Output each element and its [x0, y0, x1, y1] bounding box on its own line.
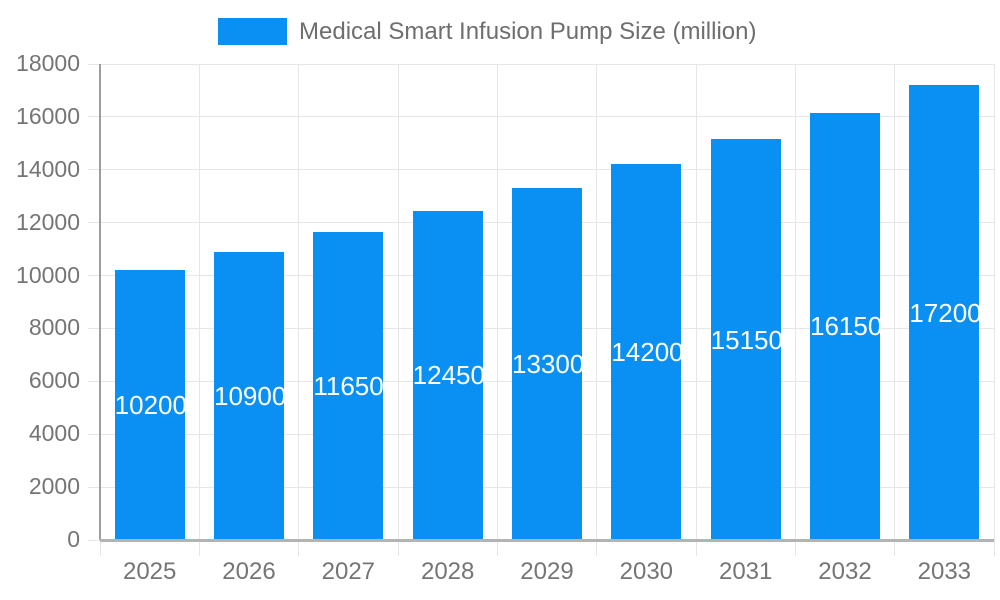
y-tick-label: 2000 — [28, 473, 80, 500]
bar: 14200 — [611, 164, 684, 540]
bar-value-label: 15150 — [710, 324, 783, 355]
x-tick-label: 2031 — [718, 558, 773, 585]
y-tick-label: 18000 — [16, 50, 80, 76]
y-axis-line — [99, 64, 101, 540]
bar-value-label: 12450 — [412, 360, 485, 391]
y-tick — [88, 380, 100, 382]
y-tick — [88, 275, 100, 277]
y-gridline — [100, 63, 994, 65]
x-axis-line — [100, 539, 994, 542]
bar: 13300 — [512, 188, 585, 540]
bar-value-label: 16150 — [810, 311, 883, 342]
y-tick — [88, 169, 100, 171]
y-tick — [88, 486, 100, 488]
x-tick-label: 2028 — [420, 558, 475, 585]
y-tick — [88, 222, 100, 224]
x-gridline — [298, 64, 300, 556]
y-tick-label: 6000 — [28, 367, 80, 394]
y-tick — [88, 327, 100, 329]
bar: 15150 — [710, 139, 783, 540]
y-tick-label: 0 — [67, 526, 80, 552]
x-gridline — [794, 64, 796, 556]
x-gridline — [993, 64, 995, 556]
x-gridline — [596, 64, 598, 556]
y-tick — [88, 539, 100, 541]
legend-label: Medical Smart Infusion Pump Size (millio… — [299, 18, 757, 45]
x-tick-label: 2029 — [520, 558, 574, 585]
y-tick-label: 16000 — [16, 102, 80, 129]
bar-value-label: 10900 — [214, 380, 287, 411]
x-tick-label: 2027 — [321, 558, 376, 585]
x-tick-label: 2032 — [818, 558, 872, 585]
y-tick-label: 8000 — [28, 314, 80, 341]
bar: 10200 — [114, 270, 187, 540]
y-gridline — [100, 169, 994, 171]
bar: 12450 — [412, 210, 485, 540]
y-tick-label: 12000 — [16, 208, 80, 235]
bar-value-label: 13300 — [512, 349, 585, 380]
legend: Medical Smart Infusion Pump Size (millio… — [218, 18, 757, 45]
legend-swatch — [218, 18, 287, 45]
y-tick-label: 4000 — [28, 420, 80, 447]
x-tick-label: 2033 — [917, 558, 972, 585]
x-gridline — [894, 64, 896, 556]
y-tick-label: 10000 — [16, 261, 80, 288]
y-tick — [88, 116, 100, 118]
x-gridline — [397, 64, 399, 556]
bar: 10900 — [214, 251, 287, 540]
bar-value-label: 11650 — [313, 370, 384, 401]
bar-value-label: 10200 — [114, 390, 187, 421]
y-gridline — [100, 116, 994, 118]
bar: 16150 — [810, 112, 883, 540]
x-tick-label: 2026 — [222, 558, 276, 585]
bar: 11650 — [313, 231, 384, 540]
x-gridline — [198, 64, 200, 556]
y-tick — [88, 63, 100, 65]
bar-value-label: 17200 — [909, 297, 982, 328]
x-gridline — [695, 64, 697, 556]
bar: 17200 — [909, 85, 982, 540]
x-tick-label: 2025 — [122, 558, 177, 585]
x-tick-label: 2030 — [619, 558, 674, 585]
y-tick-label: 14000 — [16, 155, 80, 182]
bar-value-label: 14200 — [611, 337, 684, 368]
y-tick — [88, 433, 100, 435]
x-gridline — [496, 64, 498, 556]
